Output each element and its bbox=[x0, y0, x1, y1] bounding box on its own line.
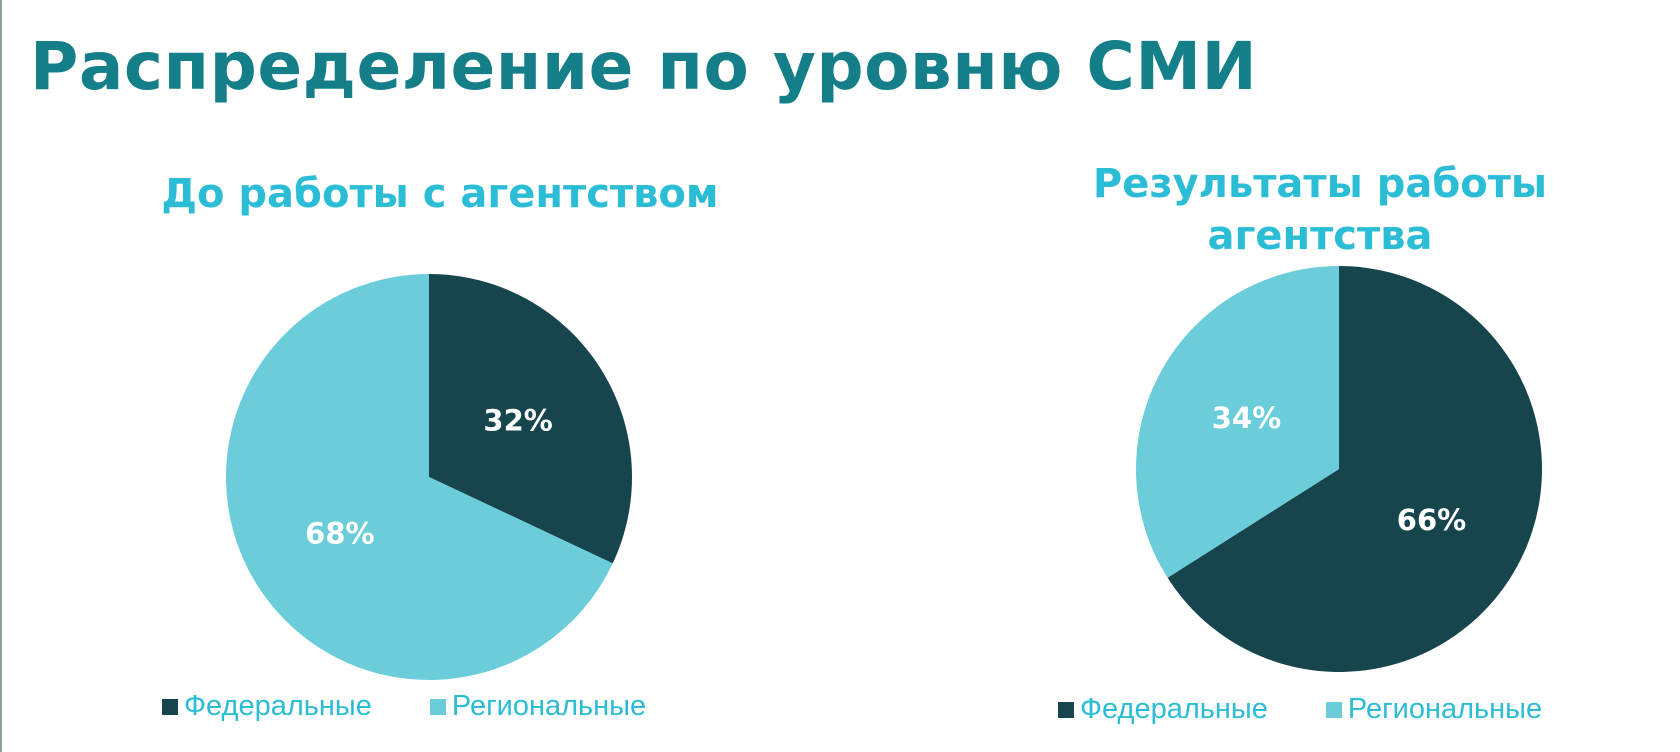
chart-title-before: До работы с агентством bbox=[120, 168, 760, 220]
legend-item: Региональные bbox=[1325, 693, 1543, 726]
pie-slice-federal bbox=[429, 274, 632, 564]
pie-data-label: 32% bbox=[483, 403, 552, 437]
chart-title-line: Результаты работы bbox=[1092, 161, 1548, 207]
pie-data-label: 68% bbox=[305, 517, 374, 551]
pie-slice-regional bbox=[226, 274, 613, 680]
legend-label: Федеральные bbox=[1080, 693, 1268, 725]
chart-title-line: До работы с агентством bbox=[161, 171, 719, 217]
legend-swatch bbox=[162, 698, 178, 715]
legend-before: Федеральные Региональные bbox=[162, 690, 646, 723]
pie-chart-results: 66% 34% bbox=[1136, 266, 1542, 672]
legend-label: Федеральные bbox=[184, 690, 372, 722]
legend-item: Федеральные bbox=[162, 690, 372, 723]
legend-item: Федеральные bbox=[1058, 693, 1268, 726]
page-title: Распределение по уровню СМИ bbox=[30, 28, 1258, 105]
pie-slice-regional bbox=[1136, 266, 1339, 578]
legend-swatch bbox=[429, 698, 446, 715]
pie-chart-before: 32% 68% bbox=[226, 274, 632, 680]
legend-swatch bbox=[1058, 701, 1074, 718]
pie-slice-federal bbox=[1167, 266, 1542, 672]
pie-data-label: 34% bbox=[1212, 401, 1281, 435]
legend-item: Региональные bbox=[429, 690, 647, 723]
legend-label: Региональные bbox=[451, 690, 647, 722]
legend-swatch bbox=[1325, 701, 1342, 718]
legend-label: Региональные bbox=[1347, 693, 1543, 725]
chart-title-results: Результаты работы агентства bbox=[1040, 158, 1600, 262]
slide-edge-rule bbox=[0, 0, 2, 752]
pie-data-label: 66% bbox=[1397, 503, 1466, 537]
chart-title-line: агентства bbox=[1207, 213, 1433, 259]
legend-results: Федеральные Региональные bbox=[1058, 693, 1542, 726]
